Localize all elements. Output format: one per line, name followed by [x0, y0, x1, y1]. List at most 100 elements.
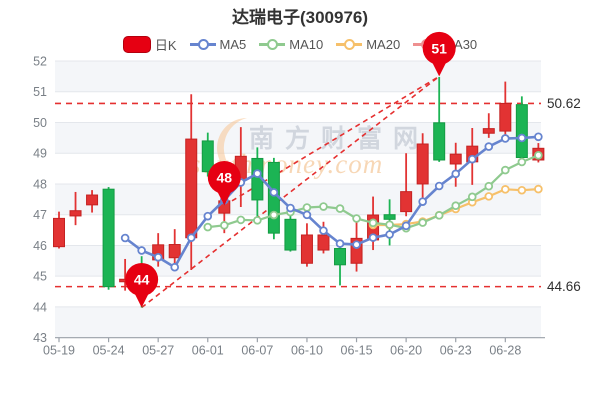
legend-dot [267, 39, 279, 50]
ma20-marker [451, 204, 461, 214]
grid-band [55, 61, 541, 92]
grid-band [55, 214, 541, 246]
y-tick-label: 43 [33, 331, 47, 345]
candle-06-24[interactable] [466, 128, 479, 185]
ma5-marker [120, 233, 130, 243]
candle-body [449, 153, 462, 165]
candle-05-31[interactable] [185, 94, 198, 271]
grid-band [55, 183, 541, 215]
ma5-marker [137, 246, 146, 255]
candle-05-23[interactable] [86, 190, 99, 213]
x-tick-label: 06-28 [489, 344, 521, 358]
y-tick-label: 49 [33, 147, 47, 161]
candle-body [69, 210, 82, 217]
candle-body [515, 104, 528, 159]
y-tick-label: 50 [33, 116, 47, 130]
candle-body [102, 188, 115, 288]
legend-label: MA5 [219, 36, 247, 52]
candle-06-28[interactable] [499, 81, 512, 137]
reference-line-label: 44.66 [547, 279, 581, 294]
legend-label: 日K [154, 37, 177, 53]
legend-item-ma5[interactable]: MA5 [189, 36, 247, 52]
candle-06-20[interactable] [400, 153, 413, 217]
candle-body [499, 102, 512, 132]
candle-body [334, 248, 347, 266]
x-tick-label: 05-24 [93, 344, 125, 358]
ma20-line [368, 184, 543, 230]
candle-06-30[interactable] [532, 143, 545, 163]
ma10-marker [434, 211, 444, 220]
candle-body [185, 138, 198, 239]
candle-05-27[interactable] [152, 233, 165, 267]
ma10-legend-icon [259, 39, 286, 50]
chart-title: 达瑞电子(300976) [231, 8, 369, 27]
candle-06-06[interactable] [234, 127, 247, 208]
y-tick-label: 48 [33, 177, 47, 191]
candle-06-27[interactable] [482, 113, 495, 138]
candle-05-30[interactable] [168, 229, 181, 271]
candle-body [53, 217, 65, 248]
ma20-marker [434, 210, 444, 220]
candle-body [400, 191, 413, 213]
ma20-marker [484, 192, 494, 201]
candle-06-21[interactable] [416, 133, 429, 203]
legend-item-ma20[interactable]: MA20 [336, 37, 400, 52]
y-tick-label: 44 [33, 300, 47, 314]
x-tick-label: 05-19 [43, 344, 75, 358]
legend-dot [197, 39, 209, 50]
y-tick-label: 52 [33, 55, 47, 69]
ma10-marker [203, 222, 213, 232]
x-tick-label: 06-07 [241, 344, 273, 358]
legend-item-日k[interactable]: 日K [122, 35, 177, 54]
candle-06-14[interactable] [334, 246, 347, 286]
candle-06-15[interactable] [350, 214, 363, 272]
watermark-en-text: southmoney.com [190, 149, 383, 179]
candle-body [284, 218, 297, 251]
candle-06-09[interactable] [284, 210, 297, 252]
ma10-marker [302, 203, 312, 212]
candle-05-19[interactable] [53, 211, 65, 249]
y-tick-label: 46 [33, 239, 47, 253]
candle-06-10[interactable] [300, 223, 313, 267]
candle-06-29[interactable] [515, 96, 528, 160]
candle-06-17[interactable] [383, 199, 396, 246]
ma10-marker [517, 157, 527, 167]
candle-05-20[interactable] [69, 191, 82, 226]
grid-band [55, 91, 541, 123]
chart-legend: 日K MA5 MA10 MA20 MA30 [0, 33, 600, 55]
y-tick-label: 45 [33, 270, 47, 284]
candle-05-25[interactable] [119, 258, 132, 291]
y-tick-label: 47 [33, 208, 47, 222]
candle-05-24[interactable] [102, 187, 115, 290]
grid-band [55, 306, 541, 338]
candle-06-01[interactable] [201, 132, 214, 177]
x-tick-label: 06-10 [291, 344, 323, 358]
candle-body [135, 272, 148, 282]
legend-label: MA20 [366, 36, 401, 52]
ma10-marker [467, 192, 477, 202]
candle-body [251, 157, 264, 201]
candle-05-26[interactable] [135, 256, 148, 308]
candle-06-07[interactable] [251, 147, 264, 222]
ma20-path [373, 188, 539, 227]
ma30-legend-icon [413, 39, 440, 50]
candle-body [350, 237, 363, 264]
candle-06-13[interactable] [317, 221, 330, 254]
x-tick-label: 06-15 [341, 344, 373, 358]
candle-body [367, 214, 380, 241]
legend-item-ma30[interactable]: MA30 [413, 37, 477, 52]
balloon-tail [431, 60, 448, 77]
ma10-marker [418, 218, 427, 227]
candle-06-22[interactable] [433, 76, 446, 162]
candle-06-08[interactable] [267, 157, 280, 240]
x-tick-label: 05-27 [142, 344, 174, 358]
legend-item-ma10[interactable]: MA10 [259, 37, 323, 52]
candle-06-02[interactable] [218, 182, 231, 234]
candle-06-23[interactable] [449, 142, 462, 187]
candle-body [201, 140, 214, 173]
candle-body [300, 234, 313, 264]
x-tick-label: 06-20 [390, 344, 422, 358]
legend-label: MA10 [289, 36, 324, 52]
candle-06-16[interactable] [367, 196, 380, 251]
